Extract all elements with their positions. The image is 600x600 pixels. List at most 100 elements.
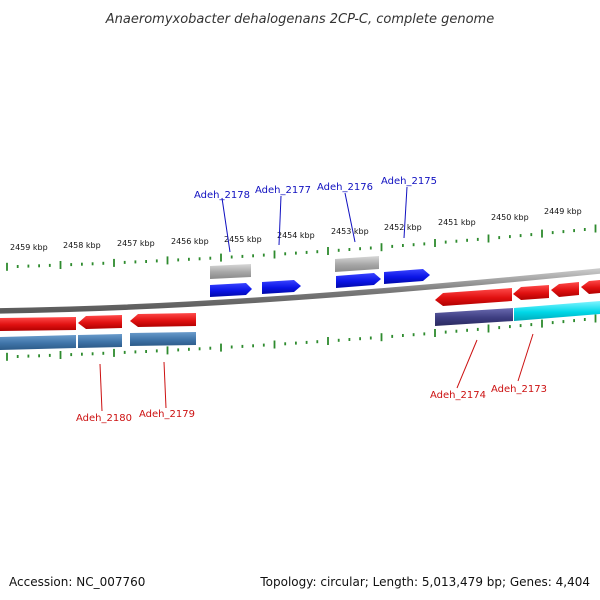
rna-feature[interactable] [210,264,251,279]
minor-tick [102,351,105,355]
minor-tick [466,238,468,242]
ruler-label: 2457 kbp [117,239,155,248]
gene-label[interactable]: Adeh_2179 [139,409,195,420]
minor-tick [262,343,265,347]
genome-backbone [0,268,600,314]
major-tick [6,352,8,361]
minor-tick [466,328,468,332]
major-tick [273,340,276,349]
forward-gene-arrow[interactable] [384,269,430,284]
minor-tick [188,347,190,351]
forward-gene-labels: Adeh_2178 Adeh_2177 Adeh_2176 Adeh_2175 [194,176,437,253]
major-tick [59,261,62,269]
minor-tick [583,318,586,321]
major-tick [166,256,169,265]
reverse-gene-arrow[interactable] [551,282,579,297]
minor-tick [295,341,297,345]
forward-gene-arrow[interactable] [336,273,381,288]
ruler-label: 2458 kbp [63,241,101,250]
ruler-labels: 2459 kbp 2458 kbp 2457 kbp 2456 kbp 2455… [10,207,582,252]
minor-tick [316,340,319,344]
minor-tick [509,235,511,239]
minor-tick [509,325,511,329]
minor-tick [476,327,479,331]
reverse-gene-arrow[interactable] [513,285,549,300]
gene-label[interactable]: Adeh_2180 [76,413,132,424]
gene-label[interactable]: Adeh_2178 [194,190,250,201]
minor-tick [177,258,180,262]
minor-tick [188,257,190,261]
cds-feature[interactable] [0,335,76,350]
minor-tick [27,354,30,358]
gene-label[interactable]: Adeh_2173 [491,384,547,395]
minor-tick [48,263,51,267]
minor-tick [369,246,372,250]
minor-tick [530,233,533,237]
major-tick [327,337,329,345]
reverse-gene-arrow[interactable] [581,280,600,294]
minor-tick [145,260,147,263]
minor-tick [16,355,19,358]
cds-feature[interactable] [435,308,513,326]
minor-tick [241,254,244,258]
minor-tick [91,352,94,356]
minor-tick [252,254,254,258]
minor-tick [284,252,287,256]
minor-tick [123,350,126,354]
minor-tick [134,350,137,354]
minor-tick [412,243,415,247]
minor-tick [337,248,340,252]
major-tick [434,329,436,337]
reverse-gene-arrow[interactable] [130,313,196,327]
minor-tick [391,334,394,338]
minor-tick [123,260,126,264]
ruler-label: 2453 kbp [331,227,369,236]
minor-tick [551,321,554,325]
minor-tick [498,236,501,240]
minor-tick [359,337,361,341]
minor-tick [305,250,308,254]
minor-tick [573,319,575,323]
minor-tick [102,261,105,265]
minor-tick [455,239,458,243]
minor-tick [134,260,137,264]
minor-tick [455,329,458,333]
ruler-label: 2450 kbp [491,213,529,222]
minor-tick [476,237,479,241]
reverse-gene-arrow[interactable] [78,315,122,329]
minor-tick [562,320,565,324]
reverse-gene-labels: Adeh_2180 Adeh_2179 Adeh_2174 Adeh_2173 [76,333,547,424]
forward-gene-arrow[interactable] [210,283,252,297]
cds-feature[interactable] [78,334,122,348]
label-leader [278,195,282,246]
minor-tick [27,264,30,268]
forward-genes [210,269,430,297]
major-tick [113,348,115,357]
minor-tick [81,262,83,266]
minor-tick [155,259,158,263]
major-tick [273,250,276,259]
major-tick [113,258,115,267]
minor-tick [551,231,554,235]
reverse-gene-arrow[interactable] [435,288,512,306]
cds-feature[interactable] [514,301,600,321]
gene-label[interactable]: Adeh_2174 [430,390,486,401]
minor-tick [284,342,287,346]
gene-label[interactable]: Adeh_2175 [381,176,437,187]
cds-feature[interactable] [130,332,196,346]
minor-tick [209,346,212,350]
minor-tick [412,333,415,337]
forward-gene-arrow[interactable] [262,280,301,294]
map-title: Anaeromyxobacter dehalogenans 2CP-C, com… [105,12,494,27]
minor-tick [402,334,404,337]
reverse-gene-arrow[interactable] [0,317,76,331]
minor-tick [391,244,394,248]
major-tick [220,343,222,352]
minor-tick [423,242,426,246]
minor-tick [519,234,522,238]
minor-tick [573,229,575,233]
gene-label[interactable]: Adeh_2177 [255,185,311,196]
minor-tick [198,257,201,261]
rna-feature[interactable] [335,256,379,272]
gene-label[interactable]: Adeh_2176 [317,182,373,193]
